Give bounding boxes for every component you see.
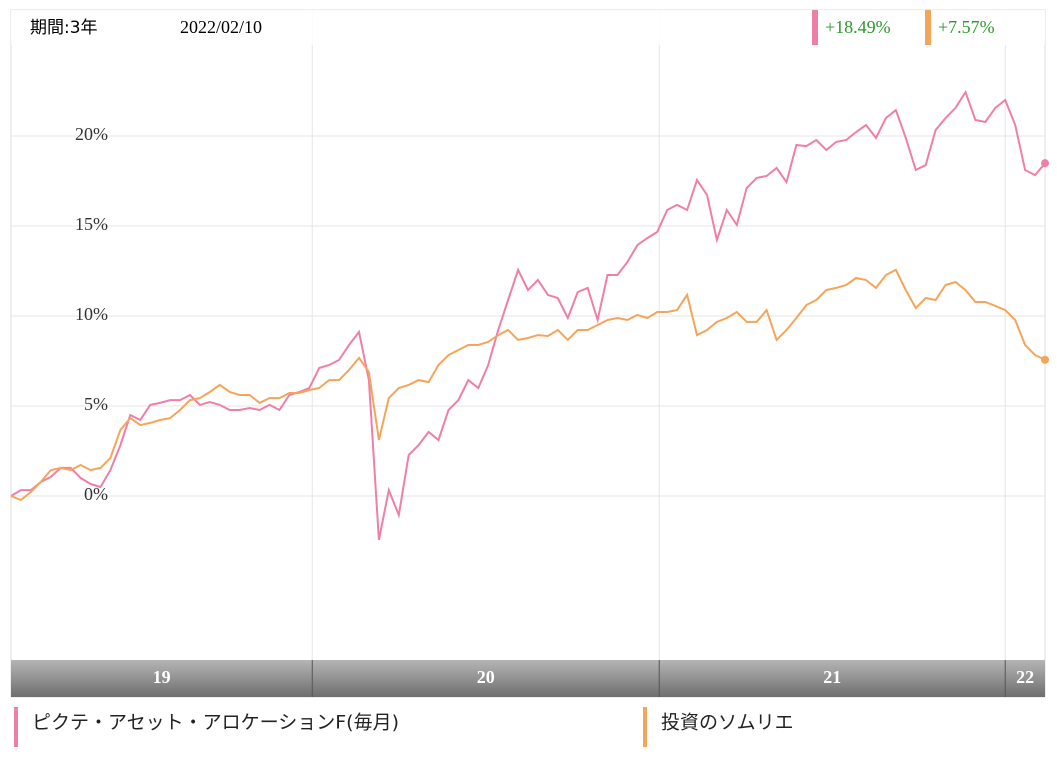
end-label: +18.49% — [825, 17, 891, 37]
year-label: 20 — [477, 667, 495, 687]
plot-frame — [10, 9, 1046, 698]
header-bar — [11, 10, 1045, 45]
legend-label: ピクテ・アセット・アロケーションF(毎月) — [32, 712, 399, 734]
year-label: 21 — [823, 667, 841, 687]
legend-label: 投資のソムリエ — [661, 712, 794, 734]
series-line — [10, 89, 1046, 541]
legend-swatch — [643, 707, 647, 747]
end-label-swatch — [812, 10, 818, 45]
date: 2022/02/10 — [180, 17, 262, 37]
year-label: 19 — [153, 667, 171, 687]
end-marker — [1041, 159, 1049, 168]
end-label-swatch — [925, 10, 931, 45]
year-band — [11, 660, 1045, 697]
period: 期間:3年 — [30, 18, 98, 38]
y-tick-label: 15% — [75, 214, 108, 234]
end-marker — [1041, 355, 1049, 364]
y-tick-label: 20% — [75, 124, 108, 144]
y-tick-label: 0% — [84, 484, 108, 504]
year-label: 22 — [1016, 667, 1034, 687]
legend-swatch — [14, 707, 18, 747]
y-tick-label: 5% — [84, 394, 108, 414]
series-line — [10, 268, 1046, 502]
y-tick-label: 10% — [75, 304, 108, 324]
end-label: +7.57% — [938, 17, 995, 37]
